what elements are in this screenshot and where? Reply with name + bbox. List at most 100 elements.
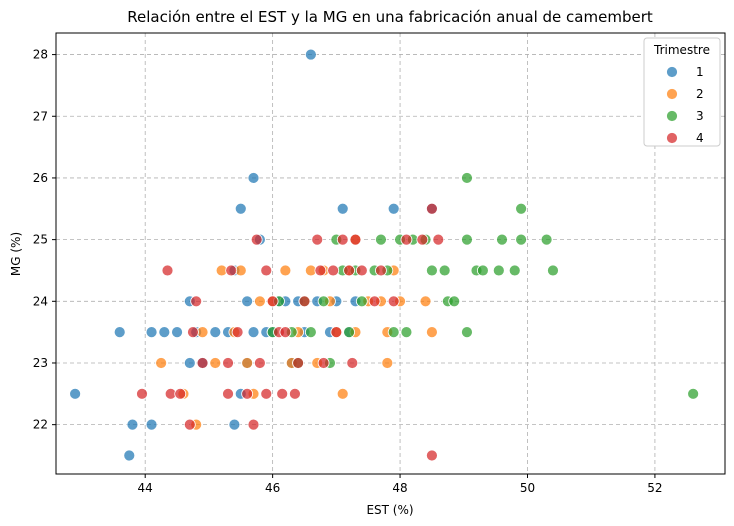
scatter-point-trimestre-2 [381,357,394,369]
scatter-point-trimestre-1 [113,326,126,339]
x-ticks-layer: 44 46 48 50 52 [138,474,663,495]
scatter-point-trimestre-4 [327,264,340,277]
legend-title: Trimestre [653,43,710,57]
scatter-point-trimestre-4 [231,326,244,339]
scatter-point-trimestre-2 [279,264,292,277]
scatter-point-trimestre-3 [387,326,400,339]
x-axis-label: EST (%) [366,503,413,517]
scatter-point-trimestre-3 [317,295,330,308]
scatter-point-trimestre-4 [387,295,400,308]
scatter-point-trimestre-3 [355,295,368,308]
scatter-point-trimestre-3 [687,387,700,400]
scatter-point-trimestre-3 [304,326,317,339]
scatter-point-trimestre-4 [276,387,289,400]
legend-marker-3 [666,110,678,122]
x-tick-label: 52 [647,481,662,495]
legend-label-2: 2 [696,87,704,101]
scatter-point-trimestre-3 [426,264,438,277]
scatter-point-trimestre-4 [375,264,387,277]
scatter-point-trimestre-4 [187,326,199,339]
x-tick-label: 48 [392,481,407,495]
scatter-point-trimestre-1 [247,172,260,184]
scatter-point-trimestre-2 [155,357,168,369]
scatter-point-trimestre-2 [209,357,222,369]
scatter-point-trimestre-4 [314,264,327,277]
scatter-point-trimestre-1 [123,449,136,462]
scatter-point-trimestre-1 [247,326,260,339]
scatter-point-trimestre-4 [355,264,368,277]
scatter-point-trimestre-3 [515,233,528,246]
legend-marker-2 [666,88,678,100]
scatter-point-trimestre-3 [448,295,461,308]
scatter-point-trimestre-4 [247,418,260,431]
scatter-point-trimestre-1 [387,202,400,215]
x-tick-label: 44 [138,481,153,495]
scatter-point-trimestre-3 [461,326,473,339]
scatter-point-trimestre-1 [171,326,183,339]
scatter-point-trimestre-4 [289,387,301,400]
plot-frame [55,32,726,475]
chart-title: Relación entre el EST y la MG en una fab… [127,8,653,26]
scatter-point-trimestre-3 [400,326,413,339]
scatter-point-trimestre-4 [349,233,362,246]
scatter-point-trimestre-4 [241,387,254,400]
scatter-point-trimestre-4 [416,233,429,246]
y-ticks-layer: 22 23 24 25 26 27 28 [33,48,56,432]
scatter-point-trimestre-4 [336,233,349,246]
scatter-point-trimestre-3 [540,233,553,246]
scatter-point-trimestre-3 [461,233,473,246]
y-tick-label: 24 [33,294,48,308]
scatter-point-trimestre-4 [346,357,359,369]
scatter-point-trimestre-2 [241,357,254,369]
scatter-point-trimestre-4 [311,233,324,246]
scatter-point-trimestre-4 [330,326,343,339]
scatter-point-trimestre-4 [190,295,203,308]
scatter-point-trimestre-4 [260,264,273,277]
legend-label-1: 1 [696,65,704,79]
scatter-point-trimestre-1 [69,387,82,400]
scatter-point-trimestre-3 [496,233,508,246]
scatter-point-trimestre-4 [317,357,330,369]
scatter-point-trimestre-2 [419,295,432,308]
y-tick-label: 27 [33,109,48,123]
scatter-point-trimestre-4 [136,387,148,400]
scatter-point-trimestre-4 [426,202,438,215]
scatter-point-trimestre-1 [336,202,349,215]
scatter-point-trimestre-4 [426,449,438,462]
scatter-point-trimestre-3 [508,264,521,277]
scatter-point-trimestre-4 [225,264,238,277]
scatter-point-trimestre-4 [292,357,305,369]
legend-label-4: 4 [696,131,704,145]
scatter-point-trimestre-4 [196,357,209,369]
scatter-point-trimestre-4 [400,233,413,246]
scatter-point-trimestre-1 [183,357,196,369]
scatter-point-trimestre-4 [222,387,234,400]
scatter-point-trimestre-1 [126,418,139,431]
y-tick-label: 25 [33,233,48,247]
scatter-point-trimestre-4 [174,387,187,400]
scatter-point-trimestre-1 [234,202,247,215]
scatter-point-trimestre-4 [368,295,381,308]
legend: Trimestre 1 2 3 4 [643,37,721,147]
scatter-point-trimestre-1 [158,326,171,339]
x-tick-label: 46 [265,481,280,495]
scatter-point-trimestre-3 [375,233,387,246]
scatter-point-trimestre-1 [241,295,254,308]
scatter-point-trimestre-1 [209,326,222,339]
legend-label-3: 3 [696,109,704,123]
y-axis-label: MG (%) [9,232,23,276]
scatter-point-trimestre-3 [438,264,451,277]
legend-marker-4 [666,132,678,144]
scatter-point-trimestre-3 [461,172,473,184]
scatter-point-trimestre-3 [492,264,505,277]
y-tick-label: 28 [33,48,48,62]
scatter-point-trimestre-1 [145,418,158,431]
scatter-point-trimestre-4 [250,233,263,246]
scatter-point-trimestre-4 [298,295,311,308]
scatter-point-trimestre-3 [547,264,559,277]
y-tick-label: 22 [33,418,48,432]
scatter-point-trimestre-4 [343,264,355,277]
scatter-point-trimestre-2 [253,295,266,308]
scatter-point-trimestre-4 [222,357,234,369]
scatter-point-trimestre-4 [432,233,445,246]
